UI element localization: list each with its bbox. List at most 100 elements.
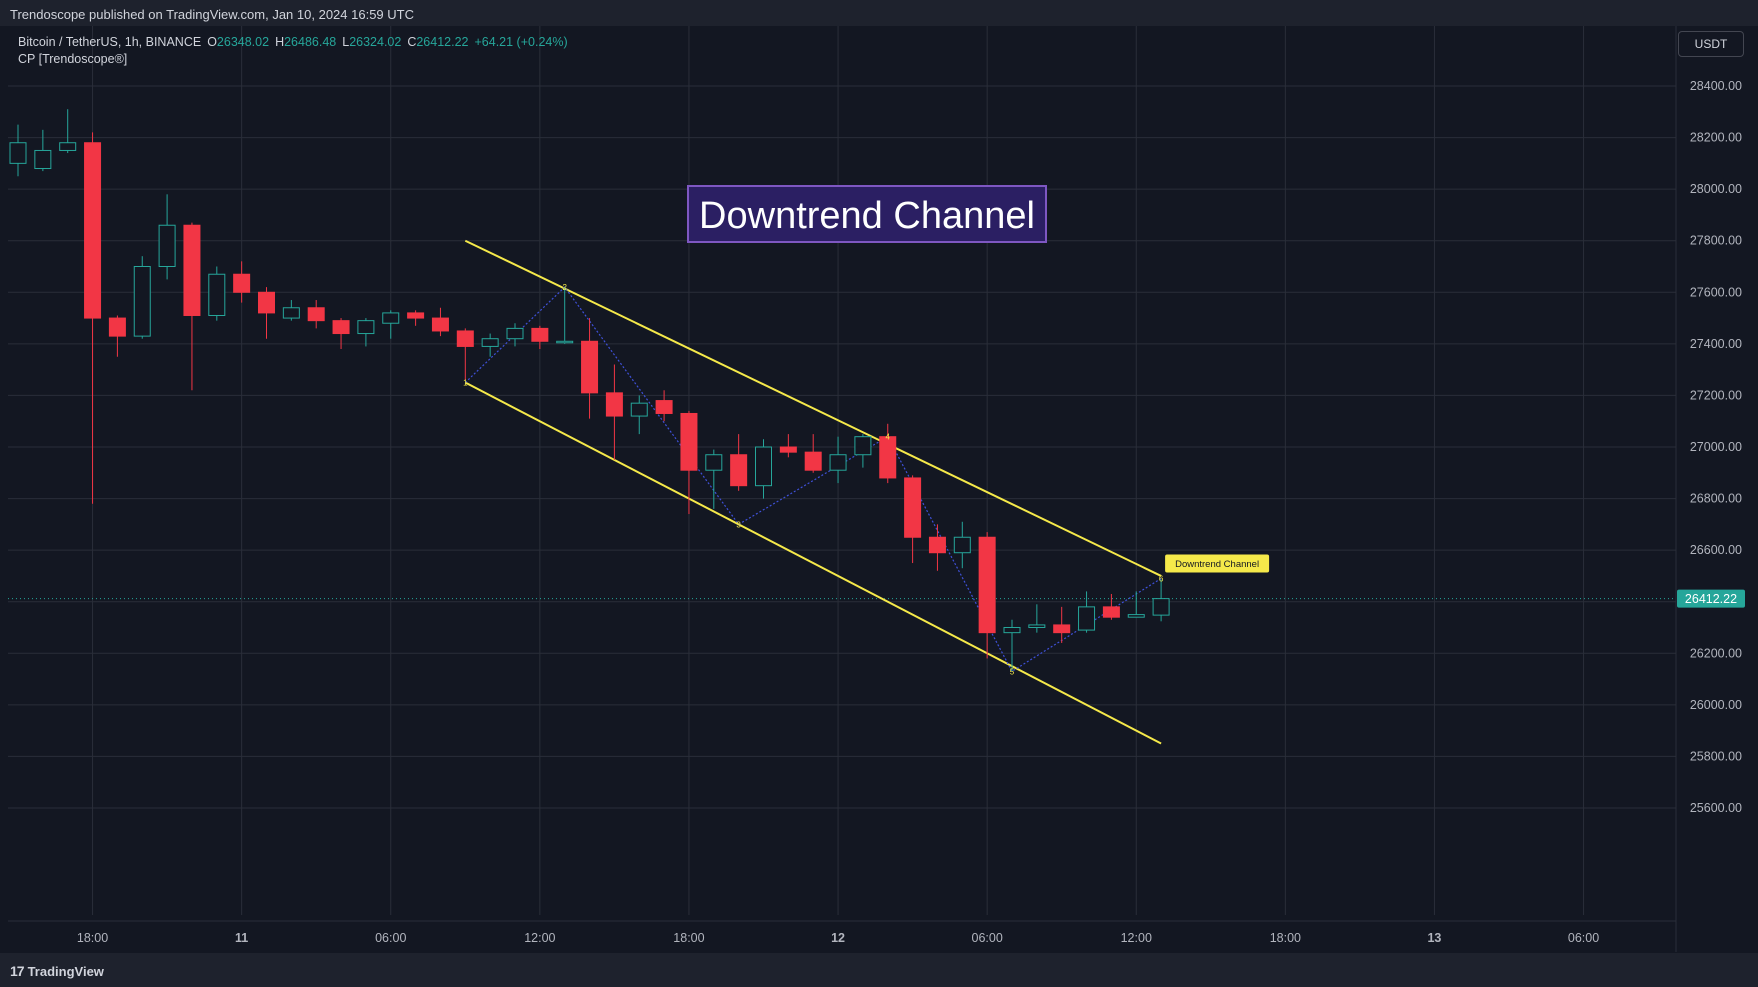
candle-body: [655, 400, 673, 414]
candle: [481, 333, 499, 357]
candle-body: [1078, 606, 1096, 631]
candle-body: [680, 412, 698, 471]
chart-title: Downtrend Channel: [699, 195, 1035, 237]
candle-body: [1028, 624, 1046, 629]
pivot-label: 5: [1010, 667, 1015, 676]
candle-body: [382, 312, 400, 324]
candle: [804, 434, 822, 473]
candle: [1127, 591, 1145, 618]
candle: [605, 364, 623, 460]
open-value: 26348.02: [216, 35, 270, 49]
y-tick-label: 27000.00: [1690, 440, 1742, 454]
candle: [1053, 606, 1071, 643]
candle-body: [431, 317, 449, 332]
candle-body: [208, 273, 226, 316]
currency-button[interactable]: USDT: [1678, 31, 1744, 57]
tradingview-logo[interactable]: 17 TradingView: [10, 963, 104, 979]
candle-body: [779, 446, 797, 453]
price-chart[interactable]: 25600.0025800.0026000.0026200.0026400.00…: [0, 0, 1758, 953]
x-tick-label: 11: [235, 931, 248, 945]
candle-body: [1102, 606, 1120, 618]
pivot-label: 6: [1159, 575, 1164, 584]
y-tick-label: 28200.00: [1690, 131, 1742, 145]
pivot-label: 2: [562, 283, 567, 292]
chart-title-box: [687, 185, 1047, 243]
candle: [34, 129, 52, 172]
candle: [1028, 604, 1046, 633]
candle: [928, 524, 946, 571]
last-price-badge: [1677, 589, 1745, 608]
candle-body: [581, 340, 599, 394]
channel-upper-line: [464, 239, 1162, 577]
candle: [431, 307, 449, 337]
candle-body: [556, 340, 574, 344]
indicator-label[interactable]: CP [Trendoscope®]: [18, 52, 128, 66]
x-tick-label: 18:00: [673, 931, 704, 945]
y-tick-label: 25800.00: [1690, 749, 1742, 763]
candle-body: [953, 536, 971, 554]
candle-body: [456, 330, 474, 347]
candle: [779, 434, 797, 458]
x-tick-label: 06:00: [375, 931, 406, 945]
chart-legend: Bitcoin / TetherUS, 1h, BINANCE O 26348.0…: [18, 35, 568, 66]
y-tick-label: 27800.00: [1690, 234, 1742, 248]
candle-body: [307, 307, 325, 322]
candle: [208, 266, 226, 321]
candle-body: [755, 446, 772, 487]
y-tick-label: 26200.00: [1690, 646, 1742, 660]
candle-body: [34, 149, 52, 170]
candle-body: [804, 451, 822, 471]
candle: [581, 318, 599, 419]
symbol-label[interactable]: Bitcoin / TetherUS, 1h, BINANCE: [18, 35, 202, 49]
x-tick-label: 12:00: [1121, 931, 1152, 945]
candle-body: [1053, 624, 1071, 634]
x-tick-label: 06:00: [1568, 931, 1599, 945]
channel-lower-line: [464, 381, 1162, 745]
change-value: +64.21 (+0.24%): [474, 35, 568, 49]
candle-body: [531, 327, 549, 342]
pivot-label: 1: [463, 379, 468, 388]
candle: [158, 194, 176, 280]
pattern-tag-bg: [1165, 554, 1270, 573]
tradingview-logo-icon: 17: [10, 963, 25, 979]
candle: [108, 315, 126, 357]
candle-body: [928, 536, 946, 554]
low-value: 26324.02: [349, 35, 402, 49]
candle-body: [904, 477, 922, 538]
candle-body: [133, 266, 151, 337]
footer-bar: 17 TradingView: [0, 953, 1758, 987]
candle: [84, 132, 102, 504]
candle: [680, 410, 698, 515]
x-tick-label: 13: [1427, 931, 1441, 945]
candle: [755, 439, 772, 499]
candle: [357, 318, 375, 347]
candle-body: [1152, 598, 1170, 616]
candle-body: [282, 307, 300, 319]
low-label: L: [342, 35, 350, 49]
candle-body: [108, 317, 126, 337]
x-tick-label: 18:00: [77, 931, 108, 945]
candle: [630, 395, 648, 435]
y-tick-label: 26000.00: [1690, 698, 1742, 712]
y-tick-label: 27600.00: [1690, 285, 1742, 299]
candle: [904, 475, 922, 564]
candle: [282, 300, 300, 321]
candle-body: [506, 327, 524, 340]
candle: [655, 390, 673, 422]
candle: [705, 449, 723, 509]
x-tick-label: 18:00: [1270, 931, 1301, 945]
candle: [1078, 591, 1096, 633]
y-tick-label: 27200.00: [1690, 388, 1742, 402]
x-tick-label: 06:00: [972, 931, 1003, 945]
candle: [1102, 593, 1120, 620]
candle: [556, 287, 574, 344]
high-value: 26486.48: [284, 35, 337, 49]
candle: [59, 109, 77, 154]
pivot-label: 3: [736, 520, 741, 529]
x-tick-label: 12:00: [524, 931, 555, 945]
candle: [332, 318, 350, 350]
candle-body: [9, 142, 27, 164]
candle-body: [730, 454, 748, 487]
candle: [307, 300, 325, 329]
y-tick-label: 28400.00: [1690, 79, 1742, 93]
